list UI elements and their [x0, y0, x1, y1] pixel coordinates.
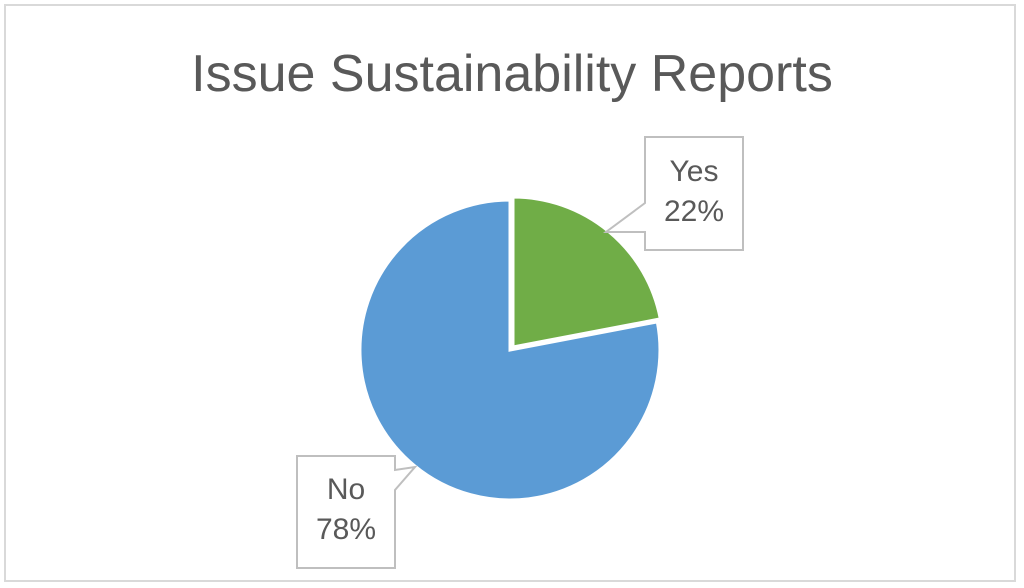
pie-slice-no[interactable]	[358, 198, 662, 502]
no-data-label: No 78%	[297, 470, 395, 550]
yes-label-percent: 22%	[663, 195, 725, 228]
no-label-name: No	[326, 473, 366, 506]
no-label-percent: 78%	[315, 513, 377, 546]
no-callout-box	[296, 455, 418, 569]
chart-title: Issue Sustainability Reports	[191, 45, 833, 103]
yes-data-label: Yes 22%	[645, 152, 743, 232]
yes-label-name: Yes	[669, 155, 719, 188]
yes-callout-box	[602, 136, 744, 251]
